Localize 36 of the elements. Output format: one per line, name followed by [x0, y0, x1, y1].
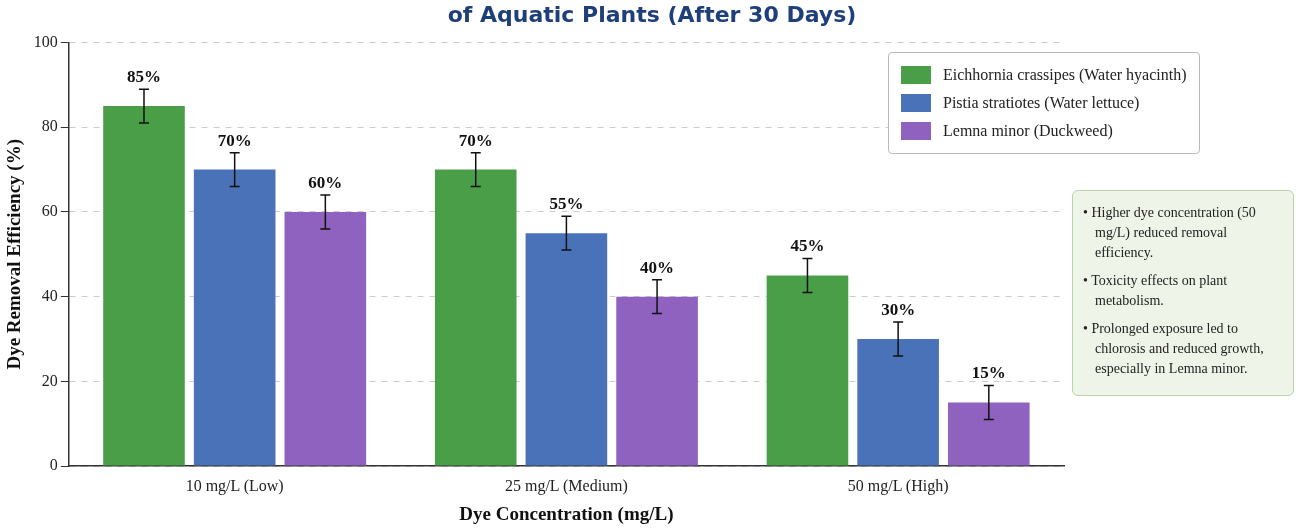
- bar: [434, 169, 517, 466]
- y-axis-title: Dye Removal Efficiency (%): [3, 139, 26, 370]
- data-label: 60%: [308, 172, 343, 192]
- data-label: 15%: [971, 363, 1006, 383]
- data-label: 30%: [881, 299, 916, 319]
- y-tick-label: 0: [49, 456, 58, 474]
- bar: [857, 338, 939, 466]
- bar: [948, 402, 1030, 466]
- data-label: 70%: [458, 130, 493, 150]
- bar: [284, 211, 367, 466]
- bar: [193, 169, 276, 466]
- x-tick-label: 10 mg/L (Low): [185, 476, 284, 495]
- y-tick-label: 80: [41, 117, 58, 135]
- text: • Toxicity effects on plant metabolism.: [1083, 272, 1229, 310]
- legend-label: Lemna minor (Duckweed): [943, 122, 1113, 140]
- text: • Higher dye concentration (50 mg/L) reduced removal efficiency.: [1083, 204, 1257, 262]
- x-axis-title: Dye Concentration (mg/L): [459, 502, 674, 525]
- data-label: 40%: [640, 257, 675, 277]
- text: • Prolonged exposure led to chlorosis and reduced growth, especially in Lemna minor.: [1083, 320, 1265, 378]
- bar: [525, 233, 608, 466]
- data-label: 85%: [126, 67, 161, 87]
- x-tick-label: 25 mg/L (Medium): [504, 476, 628, 495]
- legend-label: Pistia stratiotes (Water lettuce): [943, 94, 1140, 112]
- y-tick-label: 60: [41, 202, 58, 220]
- data-label: 55%: [549, 194, 584, 214]
- y-tick-label: 100: [33, 32, 58, 50]
- bar: [616, 296, 698, 466]
- legend-label: Eichhornia crassipes (Water hyacinth): [943, 66, 1187, 84]
- bar: [103, 106, 185, 466]
- y-tick-label: 40: [41, 286, 58, 304]
- x-tick-label: 50 mg/L (High): [847, 476, 949, 495]
- data-label: 45%: [790, 236, 825, 256]
- bar: [766, 275, 849, 466]
- chart-title: of Aquatic Plants (After 30 Days): [446, 2, 858, 27]
- data-label: 70%: [217, 130, 252, 150]
- y-tick-label: 20: [41, 371, 58, 389]
